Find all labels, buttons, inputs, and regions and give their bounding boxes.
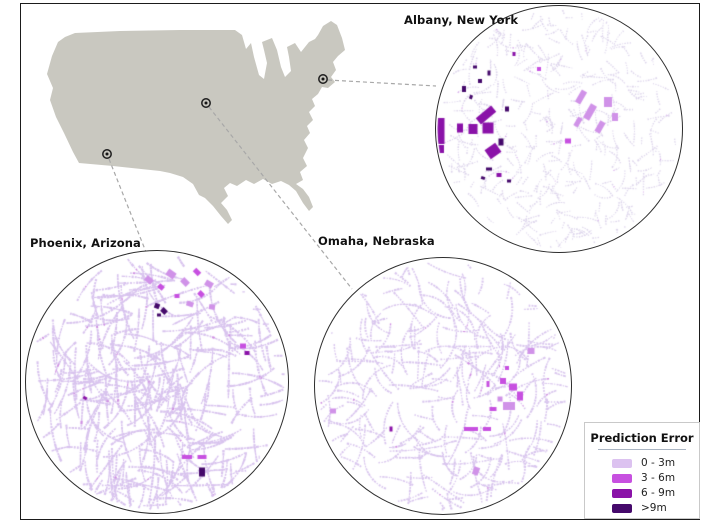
legend-item: 3 - 6m [612, 471, 699, 486]
legend-item: >9m [612, 501, 699, 516]
legend-swatch-3-6m [612, 474, 632, 483]
connector-dashed-line [208, 106, 353, 290]
inset-label-albany: Albany, New York [404, 13, 519, 27]
inset-label-phoenix: Phoenix, Arizona [30, 236, 141, 250]
legend-label: 6 - 9m [641, 487, 676, 499]
legend-item: 6 - 9m [612, 486, 699, 501]
inset-label-omaha: Omaha, Nebraska [318, 234, 435, 248]
legend-swatch-0-3m [612, 459, 632, 468]
inset-albany-buildings-canvas [436, 6, 682, 252]
legend-divider [598, 449, 686, 450]
legend-label: 3 - 6m [641, 472, 676, 484]
legend-label: 0 - 3m [641, 457, 676, 469]
connector-dashed-line [327, 79, 437, 87]
legend-item: 0 - 3m [612, 456, 699, 471]
legend-swatch-6-9m [612, 489, 632, 498]
city-marker-dot [204, 101, 208, 105]
inset-albany-map [435, 5, 683, 253]
city-marker-dot [105, 152, 109, 156]
inset-phoenix-map [25, 250, 289, 514]
inset-omaha-map [314, 257, 572, 515]
legend: Prediction Error 0 - 3m 3 - 6m 6 - 9m >9… [584, 422, 700, 519]
connector-dashed-line [108, 158, 147, 253]
legend-title: Prediction Error [590, 431, 694, 445]
legend-label: >9m [641, 502, 667, 514]
city-marker-dot [321, 77, 325, 81]
inset-omaha-buildings-canvas [315, 258, 571, 514]
inset-phoenix-buildings-canvas [26, 251, 288, 513]
us-map-shape [47, 21, 345, 224]
legend-swatch-gt9m [612, 504, 632, 513]
